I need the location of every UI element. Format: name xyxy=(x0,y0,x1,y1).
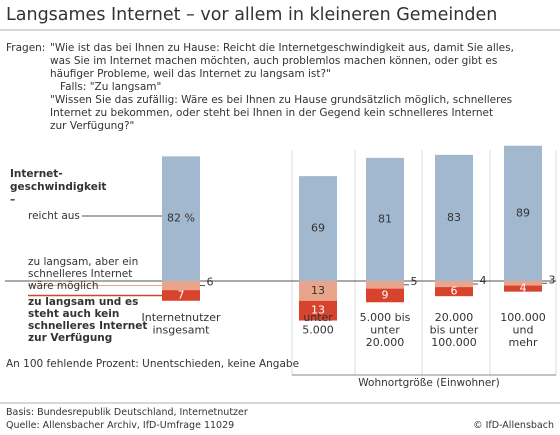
x-tick-label: 100.000 xyxy=(500,311,546,324)
value-label: 5 xyxy=(411,275,418,288)
x-tick-label: 100.000 xyxy=(431,336,477,349)
bar xyxy=(366,281,404,289)
legend-title: Internet-geschwindigkeit – xyxy=(10,168,107,206)
value-label: 6 xyxy=(207,276,214,289)
value-label: 4 xyxy=(480,274,487,287)
value-label: 4 xyxy=(520,282,527,295)
value-label: 81 xyxy=(378,212,392,225)
question-line: "Wissen Sie das zufällig: Wäre es bei Ih… xyxy=(50,94,513,106)
value-label: 89 xyxy=(516,206,530,219)
legend-label: zu langsam und es steht auch kein schnel… xyxy=(28,296,148,344)
bar xyxy=(366,157,404,281)
question-line: Internet zu bekommen, oder steht bei Ihn… xyxy=(50,107,494,119)
x-axis-label: Wohnortgröße (Einwohner) xyxy=(358,377,500,389)
bar xyxy=(504,145,542,281)
value-label: 69 xyxy=(311,222,325,235)
value-label: 3 xyxy=(549,273,556,286)
x-tick-label: 5.000 bis xyxy=(360,311,411,324)
x-tick-label: und xyxy=(513,324,534,337)
x-tick-label: insgesamt xyxy=(152,324,210,337)
x-tick-label: unter xyxy=(303,311,333,324)
x-tick-label: 20.000 xyxy=(435,311,474,324)
bar xyxy=(162,281,200,291)
bar xyxy=(366,288,404,303)
x-tick-label: unter xyxy=(370,324,400,337)
value-label: 83 xyxy=(447,211,461,224)
x-tick-label: bis unter xyxy=(430,324,479,337)
title: Langsames Internet – vor allem in kleine… xyxy=(6,5,498,25)
bar xyxy=(435,154,473,281)
question-line: zur Verfügung?" xyxy=(50,120,135,132)
bar xyxy=(299,281,337,301)
bar xyxy=(299,176,337,281)
copyright: © IfD-Allensbach xyxy=(473,420,554,431)
x-tick-label: Internetnutzer xyxy=(142,311,221,324)
legend-label: reicht aus xyxy=(28,210,80,222)
bar xyxy=(435,287,473,297)
source: Quelle: Allensbacher Archiv, IfD-Umfrage… xyxy=(6,420,235,431)
question-line: was Sie im Internet machen möchten, auch… xyxy=(50,55,498,67)
note: An 100 fehlende Prozent: Unentschieden, … xyxy=(6,358,300,370)
basis: Basis: Bundesrepublik Deutschland, Inter… xyxy=(6,407,248,418)
value-label: 6 xyxy=(451,285,458,298)
x-tick-label: mehr xyxy=(509,336,538,349)
value-label: 9 xyxy=(382,288,389,301)
question-line: Falls: "Zu langsam" xyxy=(60,81,162,93)
question-line: häufiger Probleme, weil das Internet zu … xyxy=(50,68,331,80)
bar xyxy=(435,281,473,288)
bar xyxy=(299,300,337,321)
x-tick-label: 5.000 xyxy=(302,324,334,337)
legend-label: zu langsam, aber ein schnelleres Interne… xyxy=(28,256,139,292)
bar xyxy=(162,290,200,301)
value-label: 13 xyxy=(311,304,325,317)
bar xyxy=(162,156,200,281)
value-label: 13 xyxy=(311,284,325,297)
bar xyxy=(504,281,542,286)
question-line: "Wie ist das bei Ihnen zu Hause: Reicht … xyxy=(50,42,514,54)
x-tick-label: 20.000 xyxy=(366,336,405,349)
value-label: 82 % xyxy=(167,212,195,225)
bar xyxy=(504,285,542,292)
value-label: 7 xyxy=(178,288,185,301)
question-label: Fragen: xyxy=(6,42,46,54)
